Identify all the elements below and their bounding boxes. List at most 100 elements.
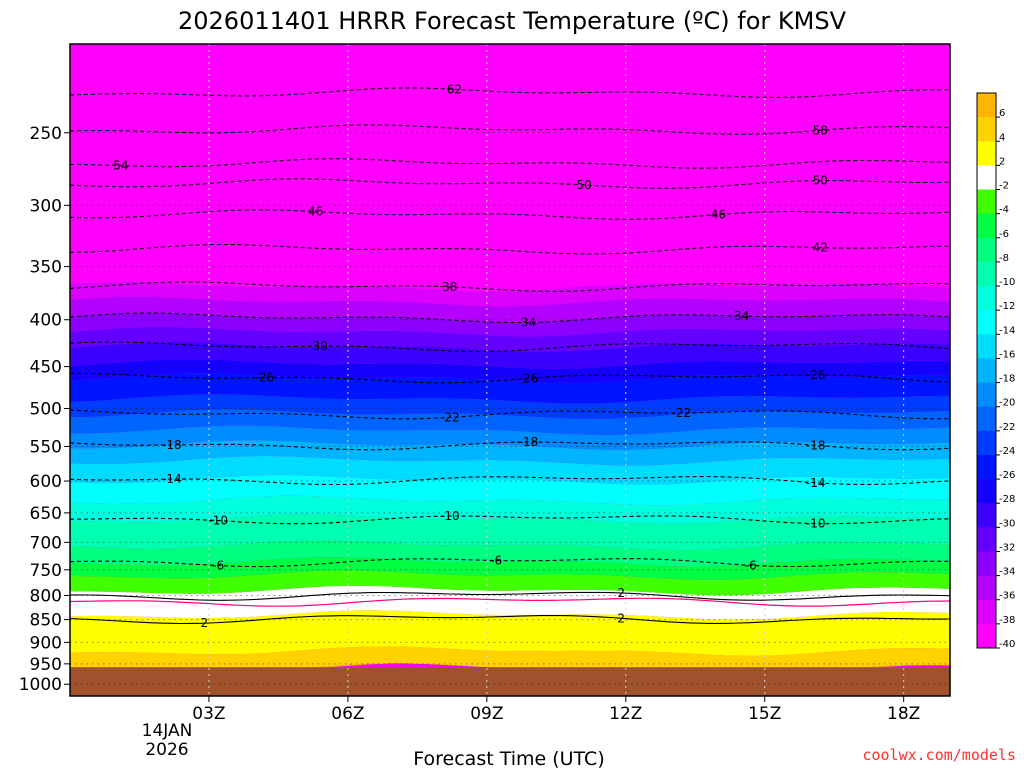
colorbar-frame: [976, 92, 997, 649]
isotherm-label: -10: [208, 514, 228, 528]
y-tick-label: 1000: [19, 675, 62, 695]
temperature-band: [70, 373, 950, 404]
y-tick-label: 350: [30, 258, 62, 278]
colorbar-label: -34: [999, 567, 1015, 578]
isotherm-label: 42: [813, 241, 828, 255]
temperature-band: [70, 326, 950, 352]
y-tick-label: 500: [30, 400, 62, 420]
temperature-band: [70, 409, 950, 435]
isotherm-label: 54: [113, 159, 128, 173]
isotherm-label: -26: [806, 368, 826, 382]
colorbar-label: -40: [999, 639, 1015, 650]
temperature-band: [70, 281, 950, 307]
colorbar-swatch: [977, 310, 996, 335]
x-tick-label: 18Z: [887, 704, 920, 724]
colorbar-swatch: [977, 358, 996, 384]
temperature-band: [70, 200, 950, 272]
credit-link[interactable]: coolwx.com/models: [862, 746, 1016, 764]
colorbar-label: -10: [999, 277, 1015, 288]
x-date-year: 2026: [145, 740, 188, 760]
colorbar-label: -38: [999, 615, 1015, 626]
colorbar: 6 4 2 -2 -4 -6 -8 -10 -12 -14 -16 -18 -20 -22 -24 -26 -2…: [976, 92, 1015, 650]
isotherm-label: 38: [442, 280, 457, 294]
x-tick-label: 12Z: [609, 704, 642, 724]
colorbar-swatch: [977, 623, 996, 649]
temperature-band: [70, 342, 950, 369]
plot-area: 62 58 54 50 50 46 46 42 38 34 34 30 -26 -26 -26 -22 -22 -…: [70, 44, 950, 696]
isotherm-label: -18: [519, 435, 539, 449]
isotherm-label: -6: [212, 559, 224, 573]
colorbar-label: -6: [999, 229, 1009, 240]
colorbar-label: -14: [999, 325, 1015, 336]
y-tick-label: 900: [30, 633, 62, 653]
temperature-band: [70, 610, 950, 656]
colorbar-label: -8: [999, 253, 1009, 264]
colorbar-swatch: [977, 286, 996, 311]
colorbar-swatch: [977, 334, 996, 359]
colorbar-label: -20: [999, 398, 1015, 409]
y-tick-label: 300: [30, 196, 62, 216]
colorbar-swatch: [977, 599, 996, 625]
colorbar-swatch: [977, 575, 996, 601]
y-tick-label: 650: [30, 504, 62, 524]
colorbar-swatch: [977, 382, 996, 408]
isotherm-label: 2: [617, 611, 625, 625]
colorbar-swatch: [977, 93, 996, 118]
colorbar-label: -18: [999, 374, 1015, 385]
temperature-band: [70, 475, 950, 506]
y-tick-label: 450: [30, 358, 62, 378]
colorbar-label: -28: [999, 494, 1015, 505]
temperature-band: [70, 557, 950, 580]
colorbar-label: -32: [999, 542, 1015, 553]
isotherm-label: 30: [312, 339, 327, 353]
isotherm-line: [70, 591, 950, 601]
grid-lines: [70, 44, 950, 696]
y-axis: 2503003504004505005506006507007508008509…: [19, 124, 70, 695]
colorbar-label: -16: [999, 349, 1015, 360]
temperature-band: [70, 495, 950, 524]
y-tick-label: 850: [30, 611, 62, 631]
isotherm-label: -10: [806, 517, 826, 531]
colorbar-swatch: [977, 479, 996, 504]
x-axis: 03Z 06Z 09Z 12Z 15Z 18Z: [192, 696, 920, 724]
colorbar-swatch: [977, 189, 996, 215]
isotherm-label: -10: [440, 509, 460, 523]
x-axis-title: Forecast Time (UTC): [413, 748, 604, 768]
colorbar-label: -12: [999, 301, 1015, 312]
colorbar-swatch: [977, 527, 996, 552]
temperature-band: [70, 394, 950, 419]
colorbar-swatch: [977, 117, 996, 142]
colorbar-label: 2: [999, 156, 1005, 167]
terrain: [70, 667, 950, 696]
isotherm-label: -14: [806, 476, 826, 490]
temperature-band: [70, 646, 950, 673]
terrain-layer: [70, 667, 950, 696]
colorbar-swatch: [977, 213, 996, 239]
colorbar-swatch: [977, 237, 996, 263]
x-tick-label: 15Z: [748, 704, 781, 724]
y-tick-label: 250: [30, 124, 62, 144]
isotherm-line: [70, 615, 950, 625]
x-tick-label: 06Z: [331, 704, 364, 724]
isotherm-label: -22: [440, 410, 460, 424]
y-tick-label: 400: [30, 311, 62, 331]
isotherm-label: -26: [519, 371, 539, 385]
colorbar-label: 4: [999, 132, 1005, 143]
colorbar-swatch: [977, 503, 996, 528]
temperature-bands: [70, 200, 950, 673]
isotherm-label: -18: [162, 438, 182, 452]
isotherm-label: -18: [806, 438, 826, 452]
colorbar-swatch: [977, 406, 996, 432]
colorbar-label: -30: [999, 518, 1015, 529]
chart-title: 2026011401 HRRR Forecast Temperature (ºC…: [178, 7, 847, 35]
colorbar-label: -26: [999, 470, 1015, 481]
isotherm-label: -6: [745, 558, 757, 572]
isotherm-contours: 62 58 54 50 50 46 46 42 38 34 34 30 -26 -26 -26 -22 -22 -…: [70, 82, 950, 630]
isotherm-label: -26: [255, 371, 275, 385]
temperature-band: [70, 540, 950, 567]
colorbar-label: -22: [999, 422, 1015, 433]
isotherm-label: 62: [447, 82, 462, 96]
temperature-band: [70, 585, 950, 620]
isotherm-label: 50: [813, 174, 828, 188]
y-tick-label: 750: [30, 561, 62, 581]
